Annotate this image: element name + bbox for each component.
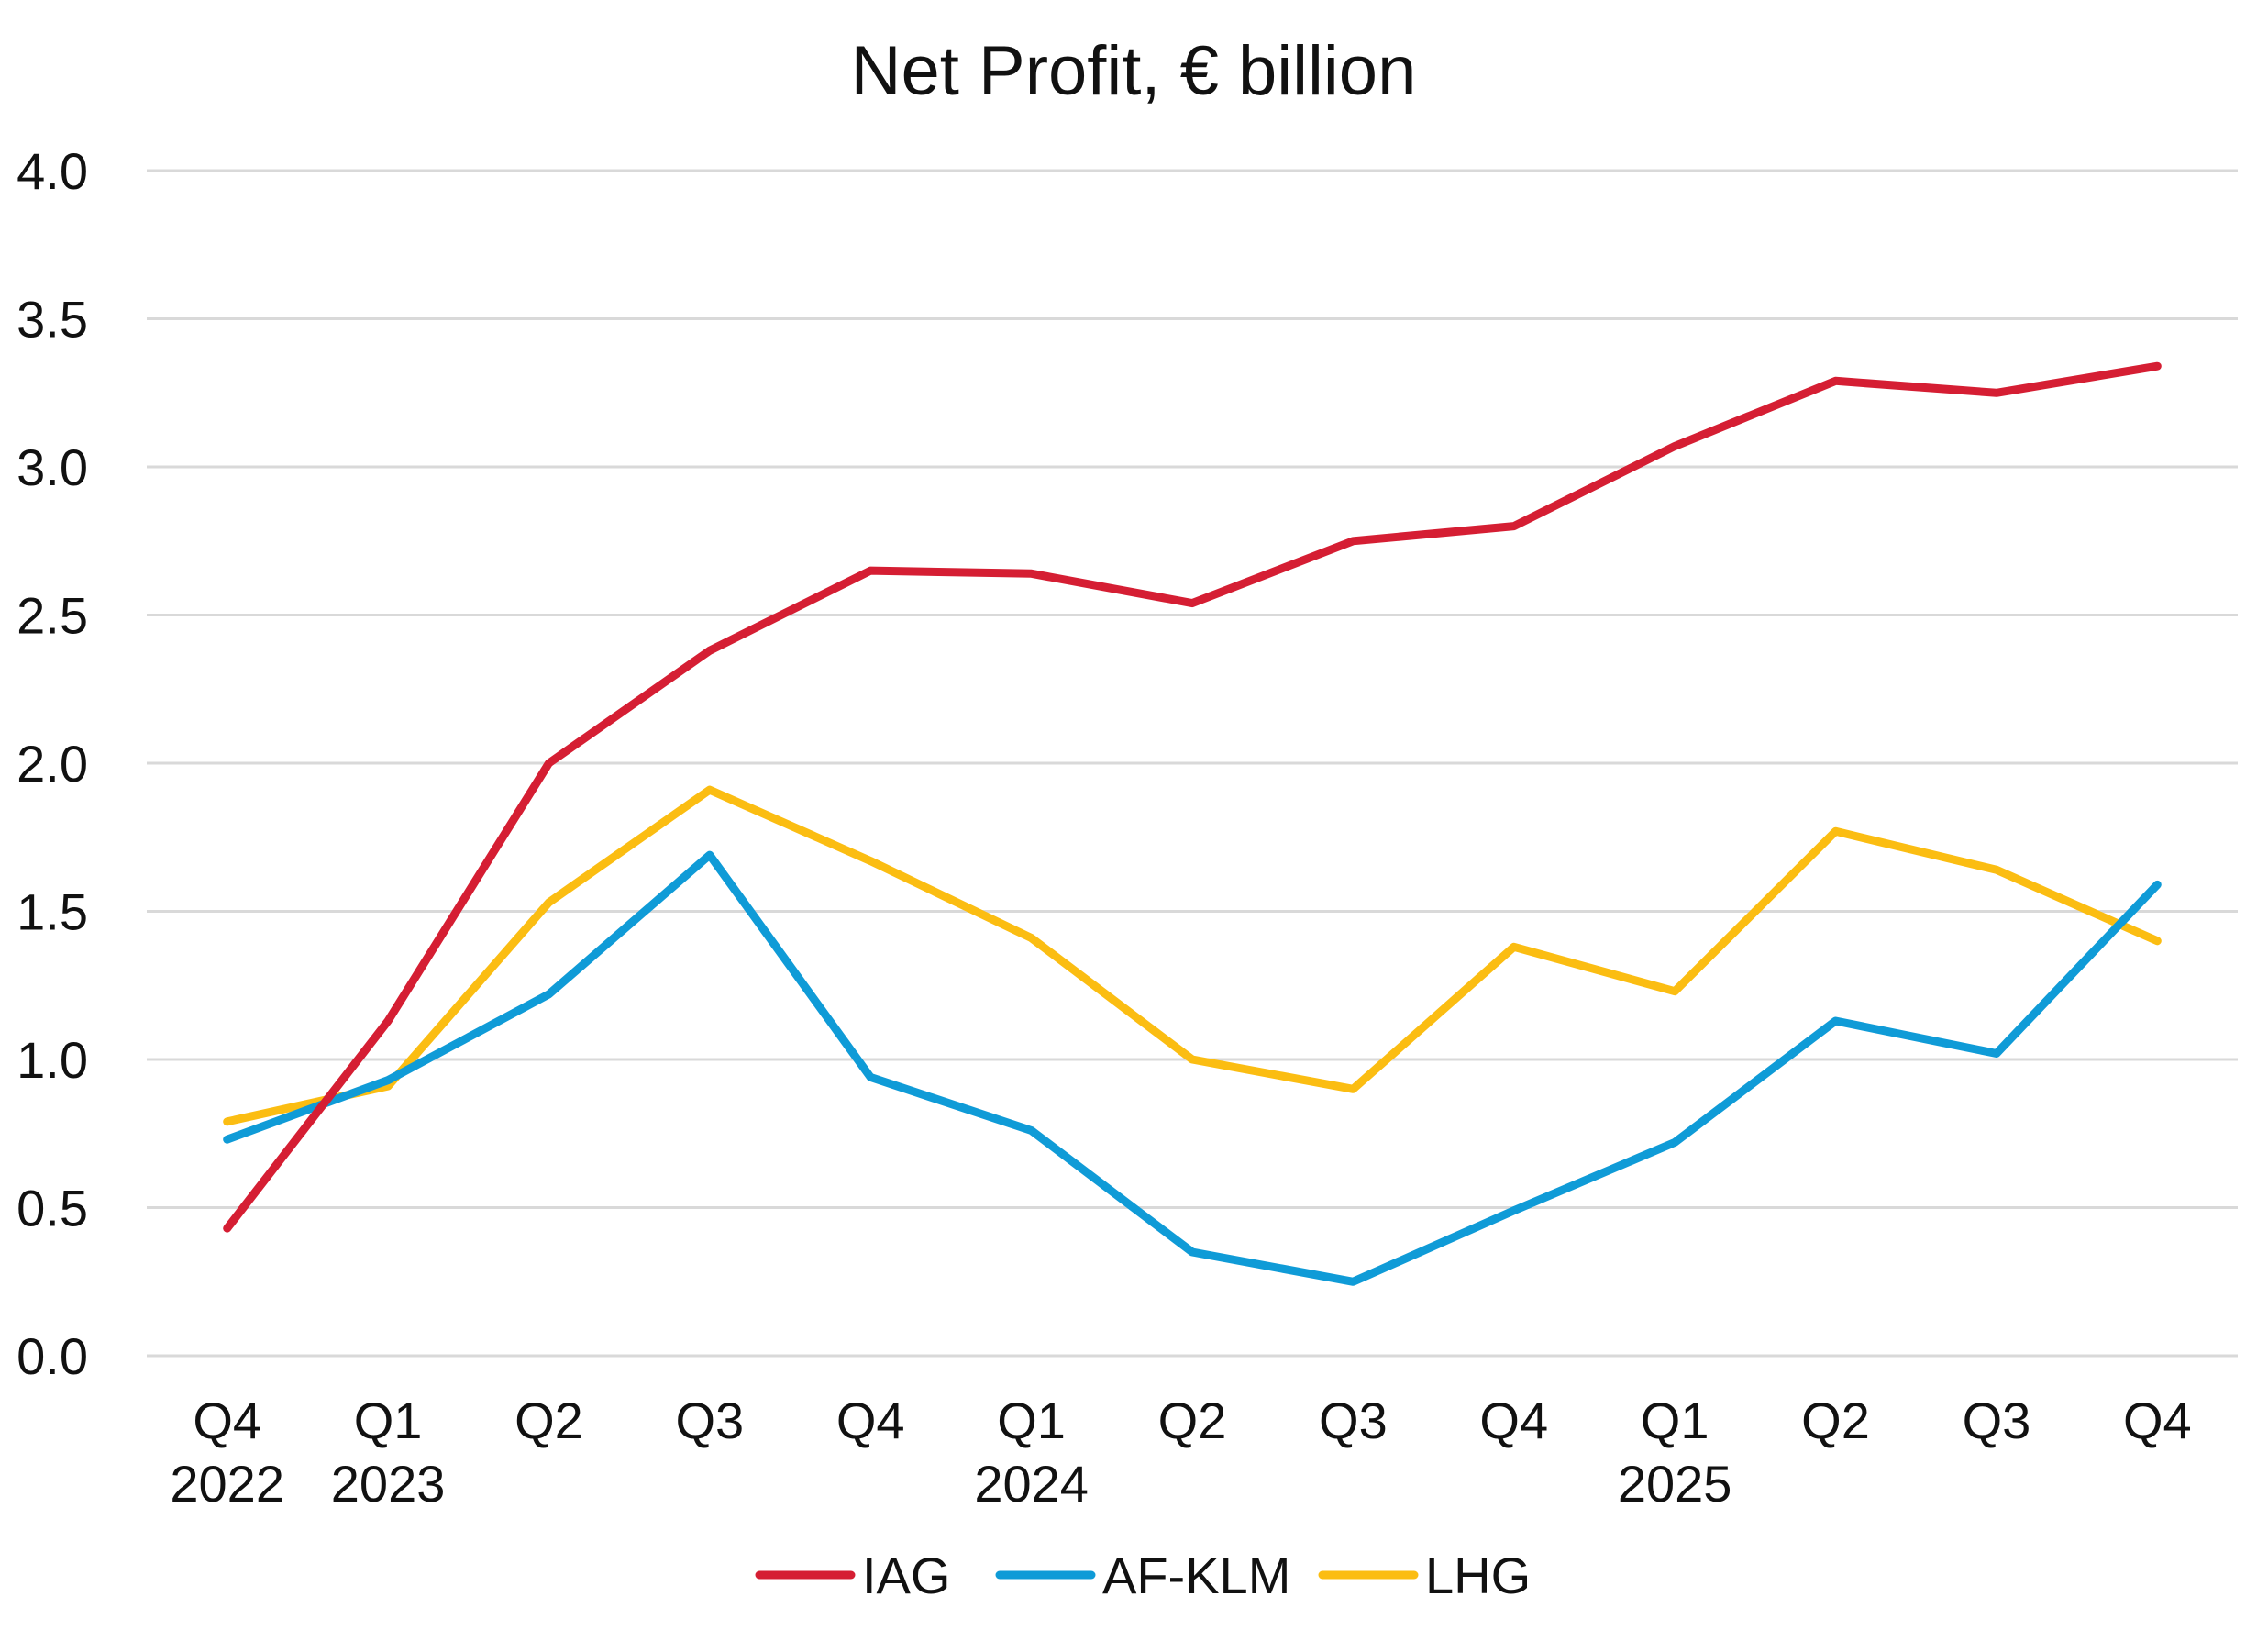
series-line-lhg bbox=[223, 785, 2162, 1126]
y-tick-label: 0.5 bbox=[17, 1180, 88, 1237]
y-tick-label: 1.5 bbox=[17, 883, 88, 941]
legend-label-iag: IAG bbox=[862, 1547, 950, 1604]
y-tick-label: 3.5 bbox=[17, 291, 88, 349]
chart-title: Net Profit, € billion bbox=[851, 32, 1417, 110]
y-tick-label: 2.0 bbox=[17, 735, 88, 793]
x-tick-label-quarter: Q1 bbox=[354, 1392, 423, 1449]
x-tick-label-year: 2023 bbox=[331, 1455, 446, 1513]
x-tick-label-quarter: Q3 bbox=[1963, 1392, 2031, 1449]
y-tick-label: 1.0 bbox=[17, 1031, 88, 1089]
x-tick-label-quarter: Q4 bbox=[836, 1392, 905, 1449]
x-tick-label-quarter: Q3 bbox=[675, 1392, 744, 1449]
x-tick-label-year: 2024 bbox=[974, 1455, 1089, 1513]
series-line-iag bbox=[223, 361, 2162, 1233]
x-tick-label-quarter: Q1 bbox=[1641, 1392, 1709, 1449]
x-tick-label-year: 2025 bbox=[1618, 1455, 1732, 1513]
y-tick-label: 2.5 bbox=[17, 587, 88, 645]
x-tick-label-quarter: Q2 bbox=[1801, 1392, 1870, 1449]
y-tick-label: 4.0 bbox=[17, 142, 88, 200]
gridlines bbox=[147, 169, 2238, 1358]
y-tick-label: 3.0 bbox=[17, 438, 88, 496]
series-line-af-klm bbox=[223, 850, 2162, 1286]
legend-label-af-klm: AF-KLM bbox=[1102, 1547, 1290, 1604]
x-tick-label-quarter: Q4 bbox=[2123, 1392, 2192, 1449]
series-lines bbox=[223, 361, 2162, 1286]
x-tick-label-quarter: Q1 bbox=[997, 1392, 1066, 1449]
x-tick-label-quarter: Q4 bbox=[1479, 1392, 1548, 1449]
legend-label-lhg: LHG bbox=[1425, 1547, 1531, 1604]
x-tick-label-quarter: Q3 bbox=[1319, 1392, 1388, 1449]
y-tick-label: 0.0 bbox=[17, 1327, 88, 1385]
legend: IAG AF-KLM LHG bbox=[755, 1547, 1531, 1604]
x-tick-label-quarter: Q2 bbox=[514, 1392, 583, 1449]
x-tick-label-quarter: Q2 bbox=[1158, 1392, 1227, 1449]
y-axis-tick-labels: 0.0 0.5 1.0 1.5 2.0 2.5 3.0 3.5 4.0 bbox=[17, 142, 88, 1385]
x-tick-label-quarter: Q4 bbox=[193, 1392, 261, 1449]
x-axis-tick-labels: Q4 2022 Q1 2023 Q2 Q3 Q4 Q1 2024 Q2 Q3 Q4 Q1 2025 Q2 Q3… bbox=[170, 1392, 2191, 1513]
x-tick-label-year: 2022 bbox=[170, 1455, 284, 1513]
